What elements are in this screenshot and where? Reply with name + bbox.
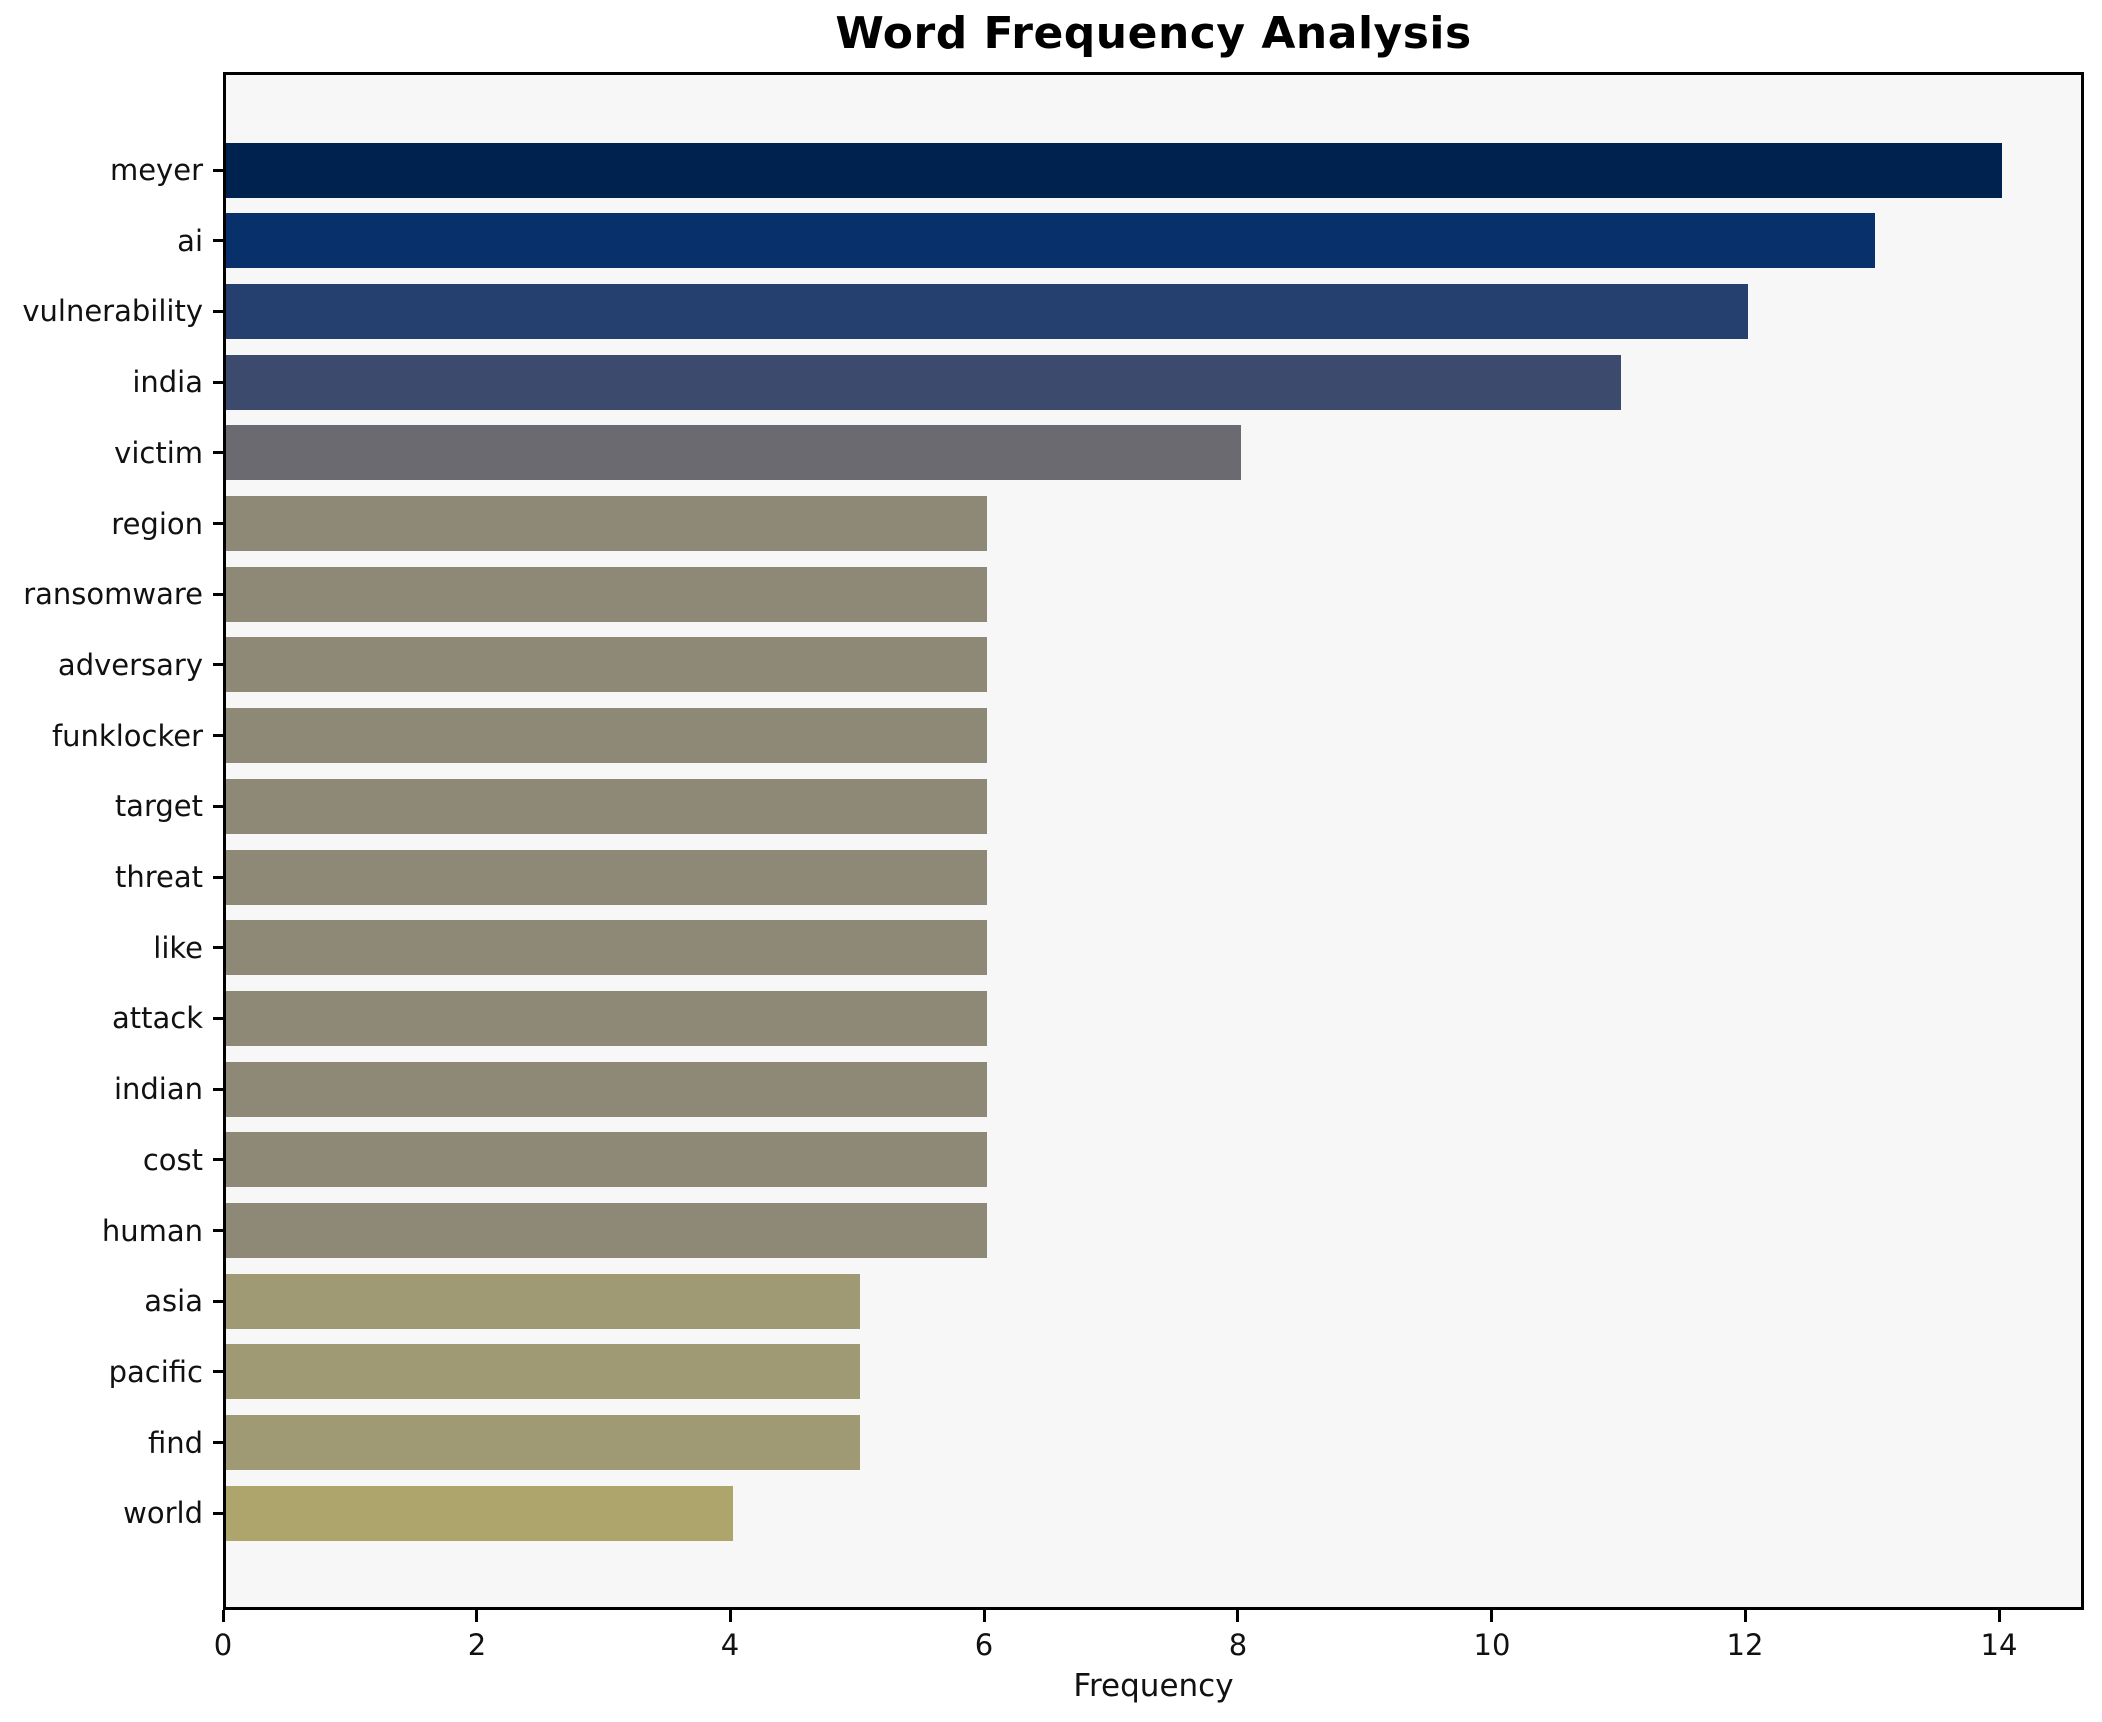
bar-asia [226, 1274, 860, 1329]
y-tick-mark [213, 946, 223, 949]
y-tick-label-target: target [114, 789, 203, 823]
y-tick-mark [213, 593, 223, 596]
bar-threat [226, 850, 987, 905]
bar-vulnerability [226, 284, 1748, 339]
x-tick-mark [1236, 1610, 1239, 1622]
bar-like [226, 920, 987, 975]
y-tick-mark [213, 310, 223, 313]
x-tick-label-0: 0 [213, 1628, 233, 1662]
x-tick-mark [1998, 1610, 2001, 1622]
y-tick-mark [213, 1512, 223, 1515]
y-tick-label-asia: asia [144, 1284, 203, 1318]
y-tick-label-india: india [132, 365, 203, 399]
x-tick-label-8: 8 [1228, 1628, 1248, 1662]
bar-india [226, 355, 1621, 410]
y-tick-mark [213, 1370, 223, 1373]
x-tick-label-6: 6 [974, 1628, 994, 1662]
y-tick-label-adversary: adversary [57, 648, 203, 682]
bar-find [226, 1415, 860, 1470]
bar-meyer [226, 143, 2002, 198]
y-tick-mark [213, 1088, 223, 1091]
y-tick-mark [213, 663, 223, 666]
x-tick-label-4: 4 [720, 1628, 740, 1662]
y-tick-label-find: find [147, 1426, 203, 1460]
y-tick-label-vulnerability: vulnerability [22, 294, 203, 328]
chart-title: Word Frequency Analysis [835, 8, 1472, 59]
bar-human [226, 1203, 987, 1258]
x-tick-label-2: 2 [467, 1628, 487, 1662]
bar-ai [226, 213, 1875, 268]
y-tick-label-region: region [111, 507, 203, 541]
y-tick-mark [213, 522, 223, 525]
x-tick-mark [983, 1610, 986, 1622]
y-tick-label-attack: attack [111, 1001, 203, 1035]
x-tick-mark [729, 1610, 732, 1622]
y-tick-label-threat: threat [114, 860, 203, 894]
y-tick-mark [213, 1158, 223, 1161]
plot-area [223, 72, 2084, 1610]
x-tick-label-14: 14 [1980, 1628, 2018, 1662]
bar-funklocker [226, 708, 987, 763]
y-tick-label-ai: ai [177, 224, 203, 258]
bar-adversary [226, 637, 987, 692]
bar-pacific [226, 1344, 860, 1399]
y-tick-label-pacific: pacific [108, 1355, 203, 1389]
y-tick-label-ransomware: ransomware [23, 577, 203, 611]
y-tick-mark [213, 1300, 223, 1303]
y-tick-mark [213, 734, 223, 737]
y-tick-label-like: like [153, 931, 203, 965]
y-tick-mark [213, 239, 223, 242]
x-tick-mark [222, 1610, 225, 1622]
y-tick-label-world: world [123, 1496, 203, 1530]
y-tick-label-victim: victim [114, 436, 203, 470]
x-tick-mark [1744, 1610, 1747, 1622]
bar-target [226, 779, 987, 834]
bar-region [226, 496, 987, 551]
bar-victim [226, 425, 1241, 480]
y-tick-label-meyer: meyer [109, 153, 203, 187]
y-tick-mark [213, 381, 223, 384]
bar-cost [226, 1132, 987, 1187]
y-tick-mark [213, 876, 223, 879]
y-tick-mark [213, 1229, 223, 1232]
y-tick-label-cost: cost [142, 1143, 203, 1177]
y-tick-mark [213, 1017, 223, 1020]
y-tick-mark [213, 805, 223, 808]
x-axis-title: Frequency [1073, 1668, 1234, 1704]
y-tick-label-human: human [101, 1214, 203, 1248]
bar-world [226, 1486, 733, 1541]
y-tick-label-funklocker: funklocker [51, 719, 203, 753]
x-tick-label-10: 10 [1473, 1628, 1511, 1662]
x-tick-mark [1490, 1610, 1493, 1622]
y-tick-label-indian: indian [113, 1072, 203, 1106]
bar-ransomware [226, 567, 987, 622]
y-tick-mark [213, 1441, 223, 1444]
x-tick-label-12: 12 [1726, 1628, 1764, 1662]
x-tick-mark [475, 1610, 478, 1622]
y-tick-mark [213, 451, 223, 454]
y-tick-mark [213, 169, 223, 172]
bar-attack [226, 991, 987, 1046]
bar-indian [226, 1062, 987, 1117]
